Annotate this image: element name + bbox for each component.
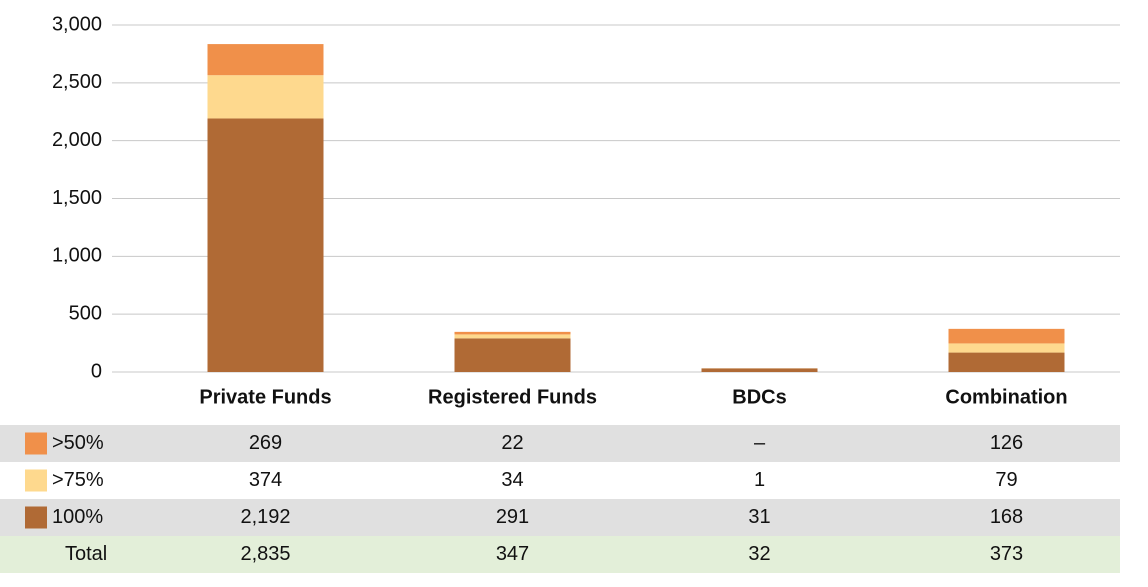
table-row	[0, 499, 1120, 536]
table-cell: 291	[496, 506, 529, 528]
y-tick-label: 2,500	[52, 71, 102, 93]
bar-segment	[948, 343, 1065, 353]
x-tick-label: Registered Funds	[428, 386, 597, 408]
x-tick-label: Private Funds	[199, 386, 331, 408]
y-tick-label: 3,000	[52, 13, 102, 35]
table-cell: 168	[990, 506, 1023, 528]
table-cell: 347	[496, 543, 529, 565]
table-cell: 374	[249, 469, 282, 491]
total-label: Total	[65, 543, 107, 565]
table-row	[0, 425, 1120, 462]
bar-segment	[701, 368, 818, 372]
table-cell: 1	[754, 469, 765, 491]
legend-swatch	[25, 469, 47, 492]
bar-segment	[948, 328, 1065, 344]
table-cell: 32	[748, 543, 770, 565]
table-cell: 79	[995, 469, 1017, 491]
table-cell: –	[754, 432, 766, 454]
legend-label: >75%	[52, 469, 104, 491]
table-cell: 31	[748, 506, 770, 528]
table-cell: 2,835	[240, 543, 290, 565]
bar-segment	[454, 338, 571, 372]
table-cell: 373	[990, 543, 1023, 565]
y-tick-label: 500	[69, 302, 102, 324]
table-cell: 22	[501, 432, 523, 454]
bar-segment	[207, 75, 324, 119]
table-cell: 2,192	[240, 506, 290, 528]
bar-segment	[454, 334, 571, 339]
y-tick-label: 0	[91, 360, 102, 382]
table-cell: 34	[501, 469, 523, 491]
bar-segment	[207, 118, 324, 372]
x-tick-label: BDCs	[732, 386, 786, 408]
legend-swatch	[25, 506, 47, 529]
bar-segment	[207, 44, 324, 76]
bar-segment	[948, 352, 1065, 372]
y-tick-label: 1,000	[52, 245, 102, 267]
legend-label: 100%	[52, 506, 103, 528]
table-cell: 269	[249, 432, 282, 454]
legend-label: >50%	[52, 432, 104, 454]
x-tick-label: Combination	[945, 386, 1067, 408]
y-tick-label: 2,000	[52, 129, 102, 151]
table-row	[0, 536, 1120, 573]
table-row	[0, 462, 1120, 499]
bar-segment	[454, 331, 571, 335]
legend-swatch	[25, 432, 47, 455]
y-tick-label: 1,500	[52, 187, 102, 209]
table-cell: 126	[990, 432, 1023, 454]
